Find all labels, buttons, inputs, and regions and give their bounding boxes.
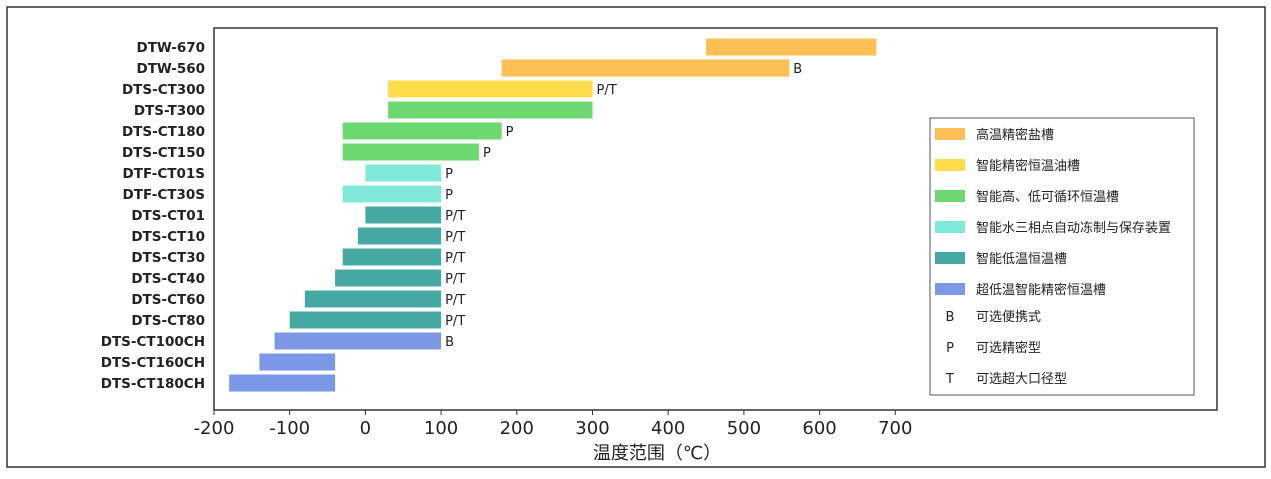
category-label: DTS-CT01 [131, 208, 205, 224]
range-bar [365, 164, 442, 182]
category-label: DTS-CT150 [122, 145, 205, 161]
range-bar [335, 269, 442, 287]
x-tick-label: 100 [424, 418, 458, 439]
legend-swatch [935, 283, 965, 295]
range-bar [501, 59, 790, 77]
range-bar [388, 101, 593, 119]
bar-annotation: P/T [445, 293, 465, 308]
range-bar [259, 353, 336, 371]
range-bar [274, 332, 442, 350]
legend-swatch [935, 159, 965, 171]
category-label: DTW-670 [137, 40, 205, 56]
category-label: DTS-T300 [134, 103, 205, 119]
legend-swatch [935, 190, 965, 202]
bar-annotation: B [793, 62, 802, 77]
range-bar [706, 38, 877, 56]
category-label: DTS-CT40 [131, 271, 205, 287]
x-tick-label: 500 [727, 418, 761, 439]
legend-label: 智能高、低可循环恒温槽 [976, 189, 1119, 205]
x-tick-label: 200 [500, 418, 534, 439]
plot-frame [213, 27, 1218, 411]
category-label: DTF-CT30S [123, 187, 205, 203]
category-label: DTS-CT180 [122, 124, 205, 140]
category-label: DTS-CT160CH [101, 355, 205, 371]
range-bar [229, 374, 336, 392]
x-tick-label: -100 [269, 418, 310, 439]
category-label: DTS-CT10 [131, 229, 205, 245]
category-label: DTS-CT300 [122, 82, 205, 98]
legend-note-key: P [946, 341, 954, 356]
legend-label: 智能水三相点自动冻制与保存装置 [976, 220, 1171, 236]
legend-box [929, 117, 1195, 396]
legend-label: 超低温智能精密恒温槽 [976, 282, 1106, 298]
legend-swatch [935, 252, 965, 264]
category-label: DTS-CT60 [131, 292, 205, 308]
range-bar [289, 311, 442, 329]
legend-note-key: T [945, 372, 954, 387]
bar-annotation: P/T [445, 230, 465, 245]
range-bar [342, 248, 442, 266]
bar-annotation: P/T [596, 83, 616, 98]
bar-annotation: P/T [445, 251, 465, 266]
category-label: DTS-CT180CH [101, 376, 205, 392]
bar-annotation: P [445, 188, 453, 203]
x-tick-label: -200 [194, 418, 235, 439]
category-label: DTS-CT30 [131, 250, 205, 266]
legend-note-label: 可选超大口径型 [976, 372, 1067, 387]
legend-swatch [935, 128, 965, 140]
bar-annotation: P [506, 125, 514, 140]
bar-annotation: P/T [445, 314, 465, 329]
x-tick-label: 600 [802, 418, 836, 439]
category-label: DTS-CT80 [131, 313, 205, 329]
range-bar [365, 206, 442, 224]
bar-annotation: P [483, 146, 491, 161]
legend-swatch [935, 221, 965, 233]
range-bar [357, 227, 442, 245]
bar-annotation: B [445, 335, 454, 350]
range-bar [304, 290, 442, 308]
bar-annotation: P [445, 167, 453, 182]
category-label: DTW-560 [137, 61, 205, 77]
range-bar [342, 143, 479, 161]
legend-label: 智能低温恒温槽 [976, 252, 1067, 267]
range-bar [342, 185, 442, 203]
figure-border [6, 6, 1266, 468]
x-tick-label: 300 [575, 418, 609, 439]
range-bar [342, 122, 502, 140]
legend-label: 智能精密恒温油槽 [976, 158, 1080, 174]
legend-note-label: 可选便携式 [976, 309, 1041, 325]
category-label: DTF-CT01S [123, 166, 205, 182]
x-tick-label: 0 [360, 418, 371, 439]
legend-note-key: B [946, 310, 955, 325]
legend-note-label: 可选精密型 [976, 340, 1041, 356]
range-bar [388, 80, 593, 98]
x-tick-label: 700 [878, 418, 912, 439]
x-axis-label: 温度范围（℃） [593, 443, 721, 464]
legend-label: 高温精密盐槽 [976, 127, 1054, 143]
x-tick-label: 400 [651, 418, 685, 439]
bar-annotation: P/T [445, 272, 465, 287]
bar-annotation: P/T [445, 209, 465, 224]
category-label: DTS-CT100CH [101, 334, 205, 350]
